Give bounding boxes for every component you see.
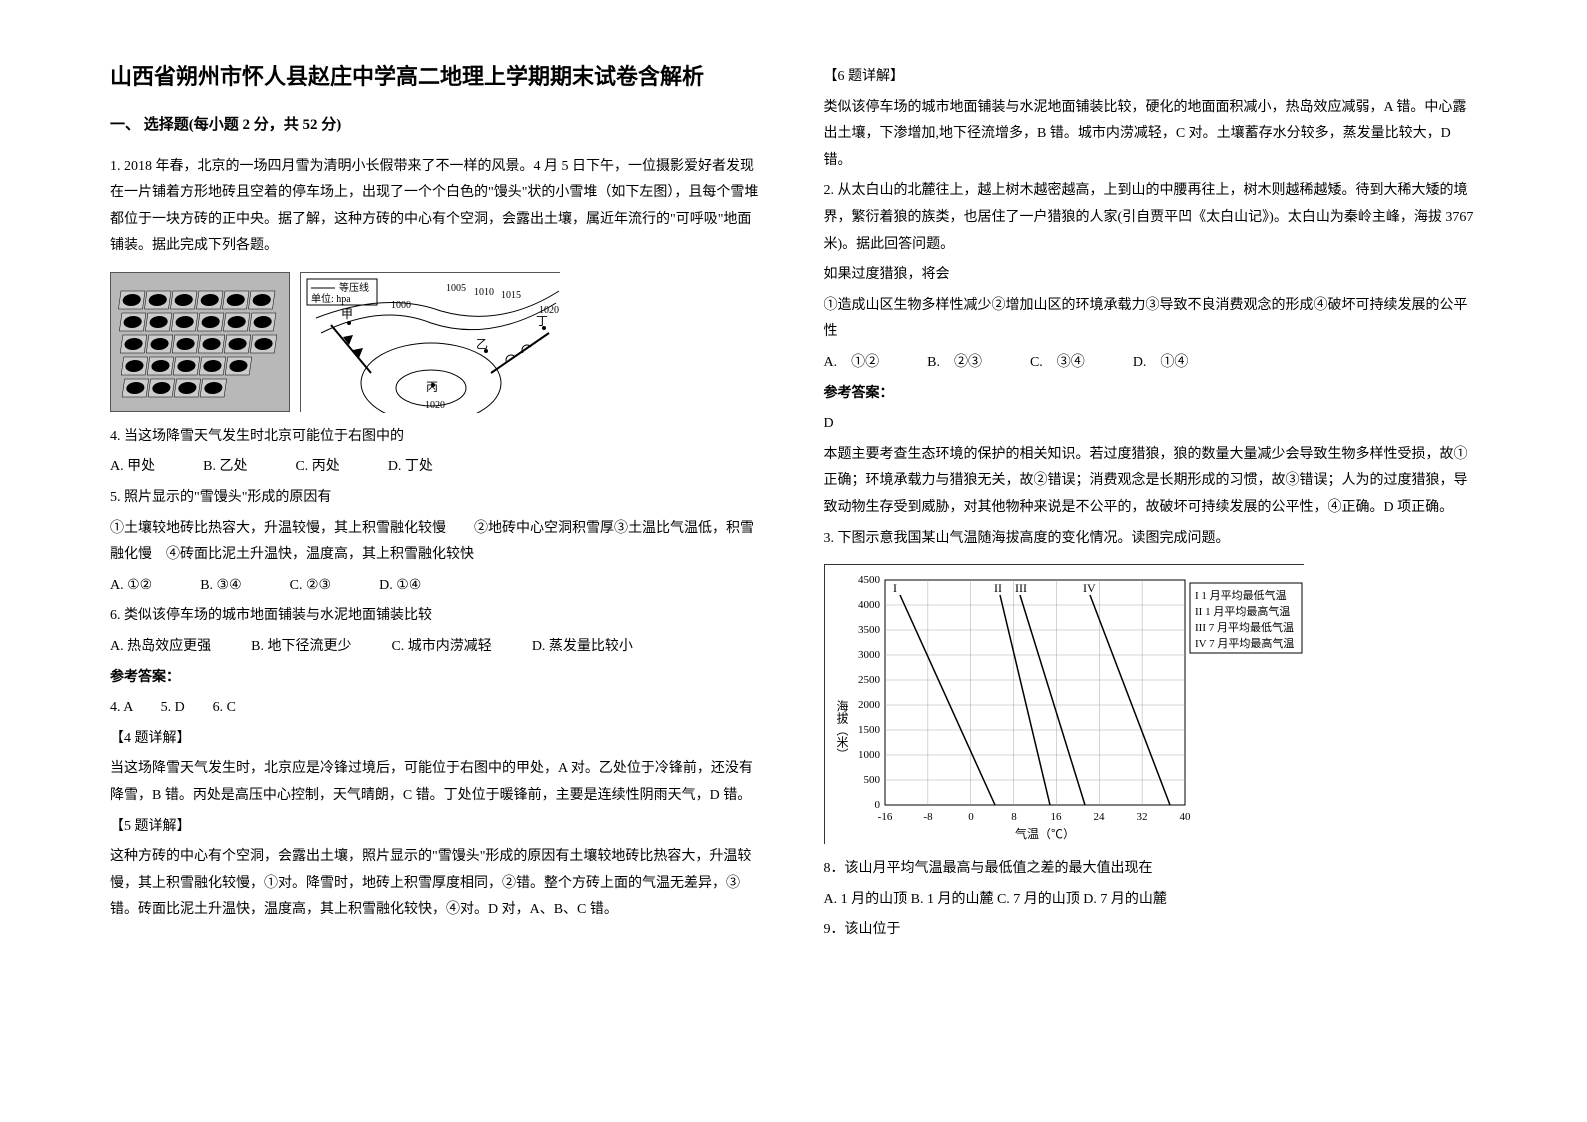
- q1-6-options: A. 热岛效应更强 B. 地下径流更少 C. 城市内涝减轻 D. 蒸发量比较小: [110, 634, 764, 661]
- svg-text:0: 0: [968, 811, 974, 823]
- opt: A. 热岛效应更强: [110, 634, 211, 661]
- opt: D. ①④: [379, 573, 421, 600]
- svg-text:IV 7 月平均最高气温: IV 7 月平均最高气温: [1195, 636, 1294, 650]
- q1-4-options: A. 甲处 B. 乙处 C. 丙处 D. 丁处: [110, 454, 764, 481]
- svg-text:3500: 3500: [858, 624, 881, 636]
- opt: A. 甲处: [110, 454, 155, 481]
- q2-options: A. ①② B. ②③ C. ③④ D. ①④: [824, 350, 1478, 377]
- svg-text:III: III: [1015, 581, 1027, 595]
- svg-text:I 1 月平均最低气温: I 1 月平均最低气温: [1195, 588, 1287, 602]
- svg-text:1500: 1500: [858, 724, 881, 736]
- svg-text:40: 40: [1179, 811, 1191, 823]
- svg-text:8: 8: [1011, 811, 1017, 823]
- q2-text: ①造成山区生物多样性减少②增加山区的环境承载力③导致不良消费观念的形成④破坏可持…: [824, 293, 1478, 346]
- svg-text:16: 16: [1050, 811, 1062, 823]
- opt: B. 乙处: [203, 454, 247, 481]
- svg-text:丙: 丙: [426, 380, 438, 394]
- q3-intro: 3. 下图示意我国某山气温随海拔高度的变化情况。读图完成问题。: [824, 526, 1478, 553]
- svg-text:-8: -8: [923, 811, 933, 823]
- q1-5-options: A. ①② B. ③④ C. ②③ D. ①④: [110, 573, 764, 600]
- svg-text:1020: 1020: [425, 400, 445, 411]
- q3-9: 9．该山位于: [824, 917, 1478, 944]
- q2-sub: 如果过度猎狼，将会: [824, 262, 1478, 289]
- q1-5-exp: 这种方砖的中心有个空洞，会露出土壤，照片显示的"雪馒头"形成的原因有土壤较地砖比…: [110, 844, 764, 924]
- q1-ans: 4. A 5. D 6. C: [110, 695, 764, 722]
- svg-text:1020: 1020: [539, 305, 559, 316]
- svg-text:1000: 1000: [391, 300, 411, 311]
- opt: C. ③④: [1030, 350, 1085, 377]
- svg-text:丁: 丁: [536, 314, 548, 328]
- svg-text:32: 32: [1136, 811, 1147, 823]
- opt: A. ①②: [110, 573, 152, 600]
- svg-text:海拔（米）: 海拔（米）: [835, 699, 849, 760]
- svg-text:乙: 乙: [476, 337, 488, 351]
- opt: B. ③④: [200, 573, 241, 600]
- svg-text:0: 0: [874, 799, 880, 811]
- opt: C. ②③: [290, 573, 331, 600]
- ref-ans-label: 参考答案：: [110, 665, 764, 692]
- opt: A. ①②: [824, 350, 880, 377]
- q3-8-opts: A. 1 月的山顶 B. 1 月的山麓 C. 7 月的山顶 D. 7 月的山麓: [824, 887, 1478, 914]
- temp-chart: I II III IV 0 500 1000 1500 2000 2500 3000 3…: [824, 564, 1304, 844]
- svg-text:-16: -16: [877, 811, 892, 823]
- q1-intro: 1. 2018 年春，北京的一场四月雪为清明小长假带来了不一样的风景。4 月 5…: [110, 154, 764, 260]
- svg-text:II 1 月平均最高气温: II 1 月平均最高气温: [1195, 604, 1290, 618]
- q1-5: 5. 照片显示的"雪馒头"形成的原因有: [110, 485, 764, 512]
- q1-6-exp-label: 【6 题详解】: [824, 64, 1478, 91]
- svg-text:甲: 甲: [341, 307, 353, 321]
- svg-text:等压线: 等压线: [339, 281, 369, 294]
- q3-8: 8．该山月平均气温最高与最低值之差的最大值出现在: [824, 856, 1478, 883]
- weather-chart: 等压线 单位: hpa 甲 乙 丙 丁: [300, 272, 560, 412]
- svg-text:2500: 2500: [858, 674, 881, 686]
- svg-text:III 7 月平均最低气温: III 7 月平均最低气温: [1195, 620, 1294, 634]
- svg-text:1010: 1010: [474, 287, 494, 298]
- svg-text:24: 24: [1093, 811, 1105, 823]
- svg-text:气温（℃）: 气温（℃）: [1015, 826, 1075, 841]
- svg-text:1000: 1000: [858, 749, 881, 761]
- q1-6: 6. 类似该停车场的城市地面铺装与水泥地面铺装比较: [110, 603, 764, 630]
- q2-intro: 2. 从太白山的北麓往上，越上树木越密越高，上到山的中腰再往上，树木则越稀越矮。…: [824, 178, 1478, 258]
- ref-ans-label-2: 参考答案：: [824, 381, 1478, 408]
- opt: C. 城市内涝减轻: [391, 634, 491, 661]
- q1-4-exp-label: 【4 题详解】: [110, 726, 764, 753]
- opt: D. 蒸发量比较小: [532, 634, 633, 661]
- figure-row: 等压线 单位: hpa 甲 乙 丙 丁: [110, 272, 764, 412]
- opt: B. ②③: [927, 350, 982, 377]
- opt: B. 地下径流更少: [251, 634, 351, 661]
- svg-text:1005: 1005: [446, 283, 466, 294]
- svg-text:I: I: [893, 581, 897, 595]
- tile-photo: [110, 272, 290, 412]
- q1-5-text: ①土壤较地砖比热容大，升温较慢，其上积雪融化较慢 ②地砖中心空洞积雪厚③土温比气…: [110, 516, 764, 569]
- doc-title: 山西省朔州市怀人县赵庄中学高二地理上学期期末试卷含解析: [110, 60, 764, 93]
- svg-text:II: II: [994, 581, 1002, 595]
- svg-text:2000: 2000: [858, 699, 881, 711]
- svg-text:IV: IV: [1083, 581, 1096, 595]
- q1-6-exp: 类似该停车场的城市地面铺装与水泥地面铺装比较，硬化的地面面积减小，热岛效应减弱，…: [824, 95, 1478, 175]
- svg-text:单位: hpa: 单位: hpa: [311, 292, 351, 305]
- opt: D. ①④: [1133, 350, 1189, 377]
- section-heading: 一、 选择题(每小题 2 分，共 52 分): [110, 111, 764, 140]
- svg-text:500: 500: [863, 774, 880, 786]
- opt: C. 丙处: [295, 454, 339, 481]
- svg-text:4500: 4500: [858, 574, 881, 586]
- q1-4-exp: 当这场降雪天气发生时，北京应是冷锋过境后，可能位于右图中的甲处，A 对。乙处位于…: [110, 756, 764, 809]
- q2-ans: D: [824, 411, 1478, 438]
- opt: D. 丁处: [388, 454, 433, 481]
- svg-text:4000: 4000: [858, 599, 881, 611]
- q1-5-exp-label: 【5 题详解】: [110, 814, 764, 841]
- q2-exp: 本题主要考查生态环境的保护的相关知识。若过度猎狼，狼的数量大量减少会导致生物多样…: [824, 442, 1478, 522]
- svg-text:1015: 1015: [501, 290, 521, 301]
- svg-text:3000: 3000: [858, 649, 881, 661]
- q1-4: 4. 当这场降雪天气发生时北京可能位于右图中的: [110, 424, 764, 451]
